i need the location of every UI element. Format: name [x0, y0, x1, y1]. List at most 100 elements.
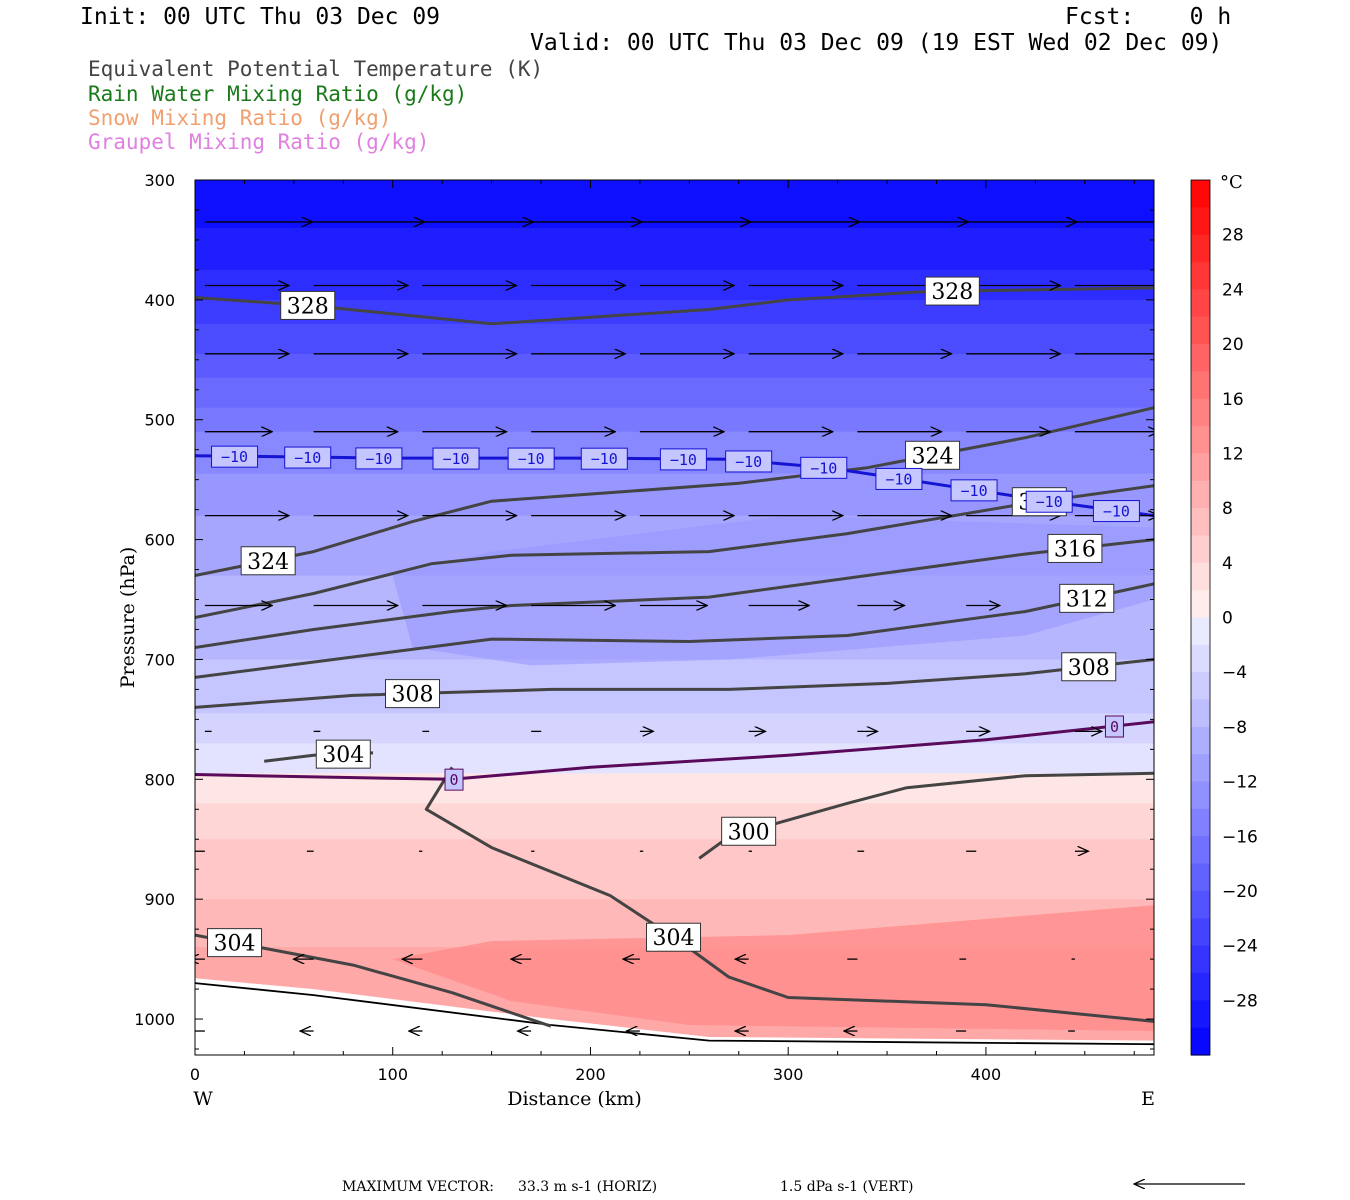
x-tick-label: 300	[773, 1065, 804, 1084]
y-tick-label: 1000	[134, 1010, 175, 1029]
colorbar-tick-label: 4	[1222, 554, 1233, 574]
colorbar-cell	[1191, 262, 1210, 290]
colorbar-cell	[1191, 781, 1210, 810]
isotherm-label-box	[355, 447, 403, 470]
y-tick-label: 400	[144, 291, 175, 310]
max-vector-label: MAXIMUM VECTOR:	[342, 1179, 494, 1195]
isotherm-label: −10	[1036, 493, 1063, 511]
theta-e-contour	[195, 484, 1154, 619]
x-right-label: E	[1141, 1088, 1155, 1110]
theta-e-label-box	[924, 276, 980, 306]
theta-e-label: 324	[912, 444, 954, 469]
colorbar-unit: °C	[1220, 172, 1243, 193]
theta-e-label: 316	[1054, 537, 1096, 562]
colorbar-cell	[1191, 371, 1210, 400]
temp-band	[195, 227, 1154, 271]
x-left-label: W	[193, 1088, 213, 1110]
colorbar-tick-label: −4	[1222, 663, 1247, 683]
contour-labels: 328328324324320316312308308304304304300−…	[207, 276, 1140, 958]
field-label-rain: Rain Water Mixing Ratio (g/kg)	[88, 82, 468, 106]
theta-e-label-box	[1061, 652, 1117, 682]
theta-e-contour	[195, 933, 552, 1028]
max-vector-horiz: 33.3 m s-1 (HORIZ)	[518, 1179, 657, 1195]
theta-e-label: 328	[931, 280, 973, 305]
colorbar-cell	[1191, 808, 1210, 837]
colorbar-tick-label: 8	[1222, 499, 1233, 519]
isotherm-label: −10	[670, 451, 697, 469]
theta-e-label-box	[315, 739, 371, 769]
theta-e-label-box	[385, 679, 441, 709]
colorbar-frame	[1190, 179, 1211, 1056]
y-axis-label: Pressure (hPa)	[117, 547, 139, 689]
isotherm-label: −10	[591, 450, 618, 468]
isotherm-label: −10	[221, 448, 248, 466]
colorbar-tick-label: 24	[1222, 280, 1244, 300]
x-tick-label: 100	[377, 1065, 408, 1084]
colorbar-tick-label: −20	[1222, 882, 1258, 902]
theta-e-label: 308	[392, 683, 434, 708]
colorbar-cell	[1191, 918, 1210, 947]
field-label-graupel: Graupel Mixing Ratio (g/kg)	[88, 130, 430, 154]
colorbar-cell	[1191, 1027, 1210, 1056]
temp-band	[195, 323, 1154, 355]
isotherm-label: −10	[442, 450, 469, 468]
colorbar-cell	[1191, 617, 1210, 646]
isotherm-label: −10	[365, 450, 392, 468]
isotherm-label: −10	[885, 470, 912, 488]
colorbar-cell	[1191, 234, 1210, 263]
colorbar-tick-label: −12	[1222, 773, 1258, 793]
theta-e-label: 328	[287, 294, 329, 319]
theta-e-label: 304	[653, 926, 695, 951]
y-tick-label: 300	[144, 171, 175, 190]
y-tick-label: 800	[144, 770, 175, 789]
colorbar-cell	[1191, 863, 1210, 892]
isotherm-label: 0	[1110, 718, 1119, 736]
theta-e-contour	[195, 658, 1154, 709]
isotherm-label-box	[725, 450, 773, 473]
y-tick-label: 600	[144, 531, 175, 550]
colorbar-tick-label: −28	[1222, 991, 1258, 1011]
x-axis-label: Distance (km)	[507, 1088, 642, 1110]
y-tick-label: 700	[144, 650, 175, 669]
colorbar-cell	[1191, 289, 1210, 318]
isotherm-label-box	[507, 447, 555, 470]
colorbar-cell	[1191, 890, 1210, 919]
isotherm-label: −10	[735, 453, 762, 471]
colorbar-cell	[1191, 590, 1210, 619]
colorbar: 28 24 20 16 12 8 4 0 −4 −8 −12 −16 −20 −24 −28 °C	[1190, 172, 1258, 1056]
init-time: Init: 00 UTC Thu 03 Dec 09	[80, 4, 441, 30]
theta-e-label-box	[1047, 533, 1103, 563]
colorbar-tick-label: 0	[1222, 609, 1233, 629]
isotherm-label: −10	[1103, 503, 1130, 521]
theta-e-label-box	[905, 440, 961, 470]
isotherm-line	[195, 720, 1154, 781]
wind-vectors	[195, 222, 1154, 1031]
colorbar-cell	[1191, 398, 1210, 427]
theta-e-label-box	[646, 922, 702, 952]
colorbar-cell	[1191, 316, 1210, 345]
temp-band	[195, 353, 1154, 379]
colorbar-cell	[1191, 754, 1210, 783]
x-tick-label: 0	[190, 1065, 200, 1084]
colorbar-cell	[1191, 344, 1210, 373]
terrain-fill	[195, 978, 1154, 1055]
colorbar-cell	[1191, 453, 1210, 482]
y-tick-label: 900	[144, 890, 175, 909]
theta-e-label-box	[240, 546, 296, 576]
theta-e-label: 304	[214, 932, 256, 957]
isotherm-label-box	[659, 448, 707, 471]
colorbar-cell	[1191, 672, 1210, 701]
colorbar-cell	[1191, 836, 1210, 865]
isotherm-label-box	[875, 467, 923, 490]
x-tick-label: 400	[971, 1065, 1002, 1084]
colorbar-cell	[1191, 480, 1210, 509]
colorbar-cell	[1191, 207, 1210, 236]
theta-e-label-box	[280, 290, 336, 320]
field-label-theta-e: Equivalent Potential Temperature (K)	[88, 57, 544, 81]
colorbar-tick-label: 16	[1222, 390, 1244, 410]
isotherm-label-box	[800, 456, 848, 479]
colorbar-cell	[1191, 945, 1210, 974]
colorbar-tick-label: 28	[1222, 226, 1244, 246]
isotherm-label: −10	[518, 450, 545, 468]
